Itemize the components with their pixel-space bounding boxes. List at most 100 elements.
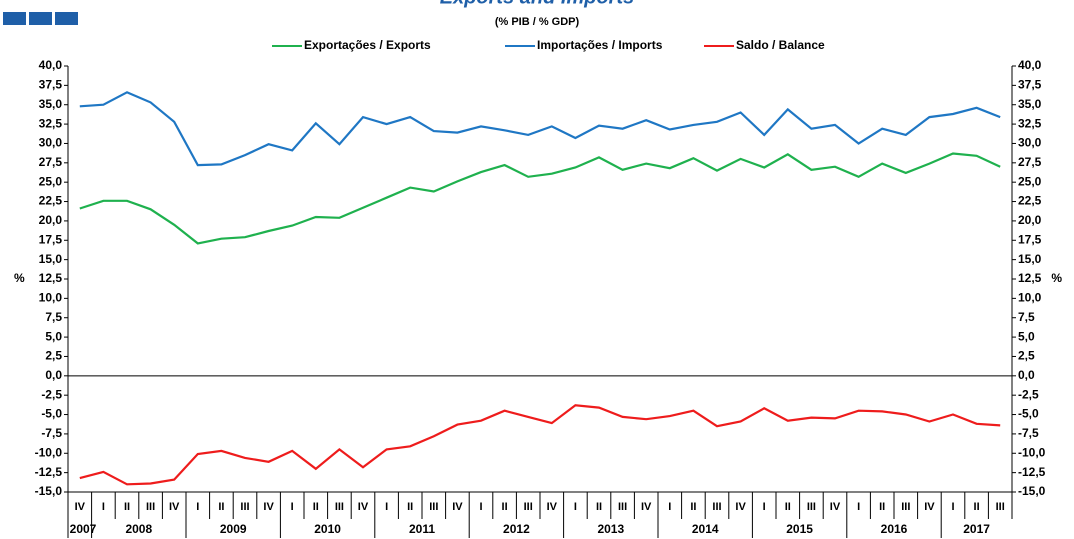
year-label: 2010 (314, 522, 341, 536)
x-tick-label: IV (358, 501, 369, 513)
y-tick-label: 27,5 (1018, 155, 1042, 169)
y-tick-label: 2,5 (45, 349, 62, 363)
x-tick-label: I (857, 501, 860, 513)
y-tick-label: -10,0 (35, 445, 63, 459)
x-tick-label: IV (169, 501, 180, 513)
y-tick-label: -5,0 (1018, 407, 1039, 421)
y-tick-label: 27,5 (39, 155, 63, 169)
x-tick-label: II (879, 501, 885, 513)
x-tick-label: I (385, 501, 388, 513)
y-tick-label: 5,0 (45, 329, 62, 343)
y-tick-label: 15,0 (1018, 252, 1042, 266)
y-tick-label: 12,5 (1018, 271, 1042, 285)
x-tick-label: III (524, 501, 533, 513)
series-line (79, 152, 1001, 245)
x-tick-label: II (407, 501, 413, 513)
x-tick-label: I (668, 501, 671, 513)
series-line (79, 91, 1001, 167)
y-tick-label: -5,0 (41, 407, 62, 421)
x-tick-label: II (974, 501, 980, 513)
y-tick-label: 22,5 (1018, 194, 1042, 208)
y-tick-label: 17,5 (1018, 232, 1042, 246)
x-tick-label: IV (75, 501, 86, 513)
x-tick-label: IV (547, 501, 558, 513)
y-tick-label: -15,0 (35, 484, 63, 498)
chart-subtitle: (% PIB / % GDP) (495, 16, 580, 28)
y-tick-label: 7,5 (45, 310, 62, 324)
y-tick-label: 30,0 (39, 136, 63, 150)
y-tick-label: 22,5 (39, 194, 63, 208)
x-tick-label: III (618, 501, 627, 513)
x-tick-label: I (196, 501, 199, 513)
x-tick-label: II (785, 501, 791, 513)
x-tick-label: IV (735, 501, 746, 513)
x-tick-label: III (996, 501, 1005, 513)
y-tick-label: 30,0 (1018, 136, 1042, 150)
year-label: 2008 (125, 522, 152, 536)
year-label: 2016 (881, 522, 908, 536)
x-tick-label: III (901, 501, 910, 513)
x-tick-label: IV (641, 501, 652, 513)
year-label: 2007 (70, 522, 97, 536)
y-tick-label: 15,0 (39, 252, 63, 266)
x-tick-label: III (146, 501, 155, 513)
logo-block (55, 12, 78, 25)
y-tick-label: 40,0 (39, 58, 63, 72)
y-tick-label: 0,0 (45, 368, 62, 382)
series-line (79, 404, 1001, 486)
y-tick-label: 37,5 (1018, 78, 1042, 92)
y-tick-label: 35,0 (39, 97, 63, 111)
y-tick-label: -10,0 (1018, 445, 1046, 459)
year-label: 2017 (963, 522, 990, 536)
y-tick-label: 25,0 (39, 174, 63, 188)
logo-block (29, 12, 52, 25)
year-label: 2013 (597, 522, 624, 536)
y-tick-label: -15,0 (1018, 484, 1046, 498)
x-tick-label: II (218, 501, 224, 513)
x-tick-label: IV (830, 501, 841, 513)
y-tick-label: -12,5 (1018, 465, 1046, 479)
y-tick-label: 0,0 (1018, 368, 1035, 382)
legend-label: Exportações / Exports (304, 38, 431, 52)
legend-label: Importações / Imports (537, 38, 663, 52)
x-tick-label: I (291, 501, 294, 513)
chart-title: Exports and Imports (440, 0, 634, 8)
y-tick-label: 37,5 (39, 78, 63, 92)
y-axis-label: % (14, 271, 25, 285)
x-tick-label: IV (263, 501, 274, 513)
x-tick-label: III (429, 501, 438, 513)
y-tick-label: 5,0 (1018, 329, 1035, 343)
y-tick-label: 35,0 (1018, 97, 1042, 111)
logo-block (3, 12, 26, 25)
legend-label: Saldo / Balance (736, 38, 825, 52)
x-tick-label: III (712, 501, 721, 513)
x-tick-label: IV (452, 501, 463, 513)
y-tick-label: 7,5 (1018, 310, 1035, 324)
x-tick-label: III (240, 501, 249, 513)
y-tick-label: 20,0 (39, 213, 63, 227)
x-tick-label: II (596, 501, 602, 513)
y-tick-label: -12,5 (35, 465, 63, 479)
y-tick-label: 32,5 (39, 116, 63, 130)
x-tick-label: II (313, 501, 319, 513)
x-tick-label: IV (924, 501, 935, 513)
y-tick-label: 32,5 (1018, 116, 1042, 130)
y-tick-label: -2,5 (1018, 387, 1039, 401)
year-label: 2015 (786, 522, 813, 536)
year-label: 2014 (692, 522, 719, 536)
year-label: 2012 (503, 522, 530, 536)
y-tick-label: -2,5 (41, 387, 62, 401)
y-tick-label: -7,5 (41, 426, 62, 440)
y-tick-label: 12,5 (39, 271, 63, 285)
x-tick-label: II (124, 501, 130, 513)
y-tick-label: 40,0 (1018, 58, 1042, 72)
year-label: 2011 (409, 522, 435, 536)
y-tick-label: 10,0 (39, 291, 63, 305)
x-tick-label: I (102, 501, 105, 513)
y-tick-label: 10,0 (1018, 291, 1042, 305)
x-tick-label: III (335, 501, 344, 513)
x-tick-label: II (502, 501, 508, 513)
x-tick-label: I (951, 501, 954, 513)
year-label: 2009 (220, 522, 247, 536)
